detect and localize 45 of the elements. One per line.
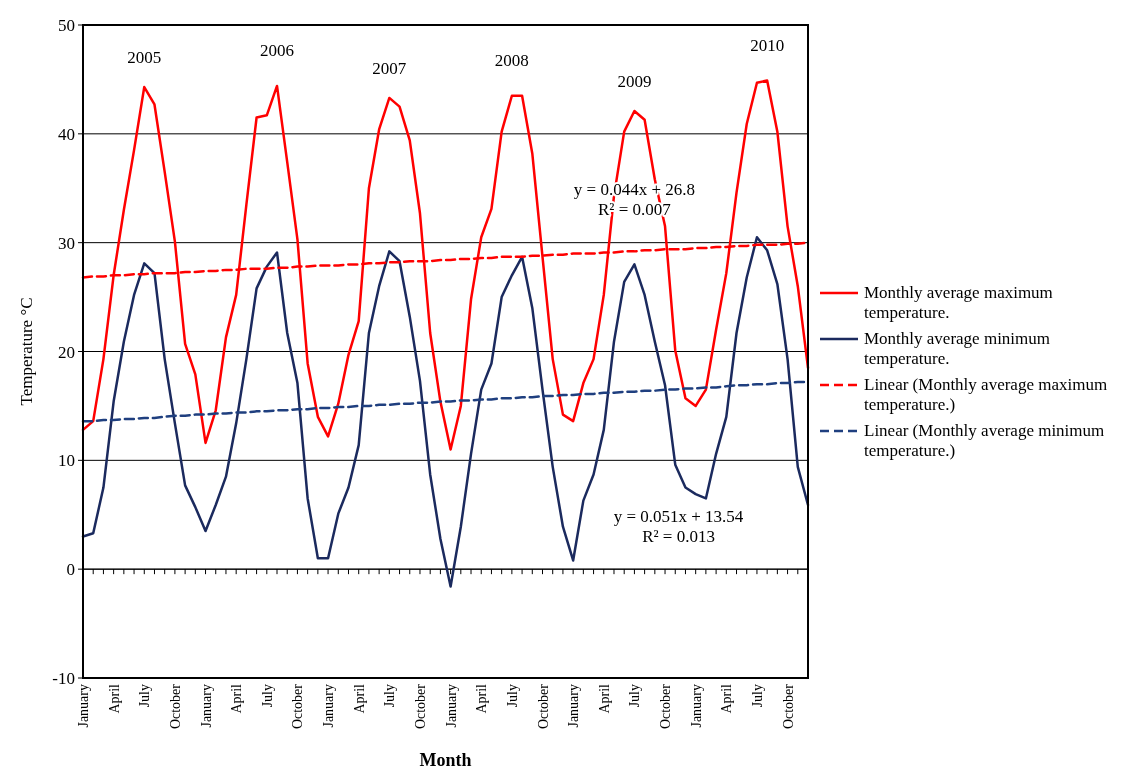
x-tick-label: January [76, 684, 91, 728]
x-tick-label: October [658, 683, 674, 730]
x-tick-label: April [719, 683, 735, 714]
annotation: 2009 [617, 71, 652, 91]
y-tick-label: 40 [58, 124, 75, 144]
x-tick-label: July [627, 684, 643, 708]
x-tick-label: July [749, 684, 765, 708]
x-axis-title: Month [419, 750, 472, 770]
x-tick-label: October [780, 683, 796, 730]
x-tick-label: January [443, 684, 459, 728]
y-tick-label: 20 [58, 342, 75, 362]
x-tick-label: October [535, 683, 551, 730]
x-tick-label: October [290, 683, 306, 730]
x-tick-label: April [229, 683, 245, 714]
legend-label: Monthly average minimum temperature. [864, 329, 1051, 368]
x-tick-label: April [351, 683, 367, 714]
annotation: y = 0.051x + 13.54 R² = 0.013 [613, 507, 744, 546]
x-tick-label: April [596, 683, 612, 714]
y-tick-label: 10 [58, 451, 75, 471]
x-tick-label: April [474, 683, 490, 714]
x-tick-label: July [259, 684, 275, 708]
x-tick-label: January [198, 684, 214, 728]
legend-label: Linear (Monthly average minimum temperature.) [864, 421, 1105, 460]
annotation: 2010 [750, 35, 785, 55]
x-tick-label: July [504, 684, 520, 708]
x-tick-label: January [321, 684, 337, 728]
y-tick-label: 30 [58, 233, 75, 253]
y-tick-label: 50 [58, 16, 75, 35]
line-series [81, 235, 810, 588]
x-tick-label: April [106, 683, 122, 714]
x-tick-label: January [566, 684, 582, 728]
legend-label: Monthly average maximum temperature. [864, 283, 1053, 322]
y-tick-label: 0 [66, 560, 75, 580]
x-tick-label: January [688, 684, 704, 728]
annotation: 2006 [260, 40, 295, 60]
y-axis-title: Temperature °C [17, 297, 36, 406]
annotation: 2007 [372, 58, 407, 78]
x-tick-label: July [382, 684, 398, 708]
annotation: 2005 [127, 48, 162, 68]
x-tick-label: July [137, 684, 153, 708]
legend-label: Linear (Monthly average maximum temperature.) [864, 375, 1108, 414]
x-tick-label: October [167, 683, 183, 730]
y-tick-label: -10 [52, 669, 75, 688]
x-tick-label: October [412, 683, 428, 730]
annotation: 2008 [494, 50, 529, 70]
